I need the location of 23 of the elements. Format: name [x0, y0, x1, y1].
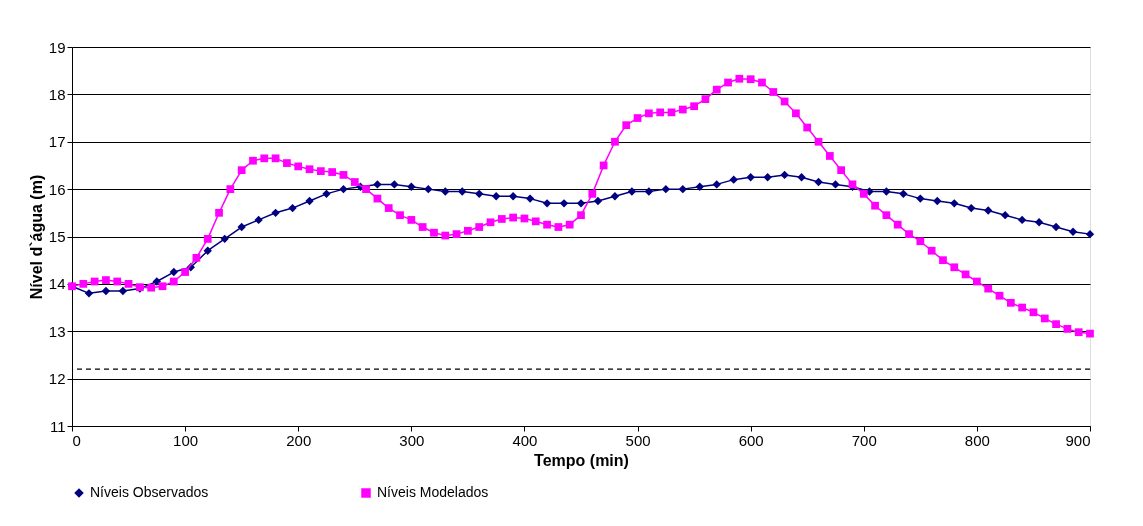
legend-label: Níveis Observados [90, 484, 209, 500]
x-tick-label: 500 [625, 431, 651, 449]
y-tick-label: 15 [48, 228, 66, 245]
y-tick-label: 11 [49, 417, 66, 435]
y-tick-label: 19 [48, 38, 66, 56]
y-tick-label: 16 [48, 180, 66, 198]
x-tick-label: 900 [1065, 431, 1091, 449]
y-tick-label: 17 [48, 133, 66, 151]
x-tick-label: 800 [964, 431, 990, 449]
x-tick-label: 700 [851, 431, 877, 449]
x-tick-label: 600 [738, 431, 764, 449]
x-tick-label: 300 [399, 431, 425, 449]
legend-label: Níveis Modelados [377, 484, 489, 500]
x-tick-label: 400 [512, 431, 538, 449]
x-tick-label: 0 [72, 431, 81, 449]
x-tick-label: 200 [286, 431, 312, 449]
y-tick-label: 18 [48, 85, 66, 103]
x-axis-title: Tempo (min) [534, 451, 629, 469]
x-tick-label: 100 [173, 431, 199, 449]
y-axis-title: Nível d`água (m) [27, 174, 45, 300]
y-tick-label: 12 [48, 370, 66, 388]
y-tick-label: 13 [48, 322, 66, 340]
y-tick-label: 14 [48, 275, 66, 293]
